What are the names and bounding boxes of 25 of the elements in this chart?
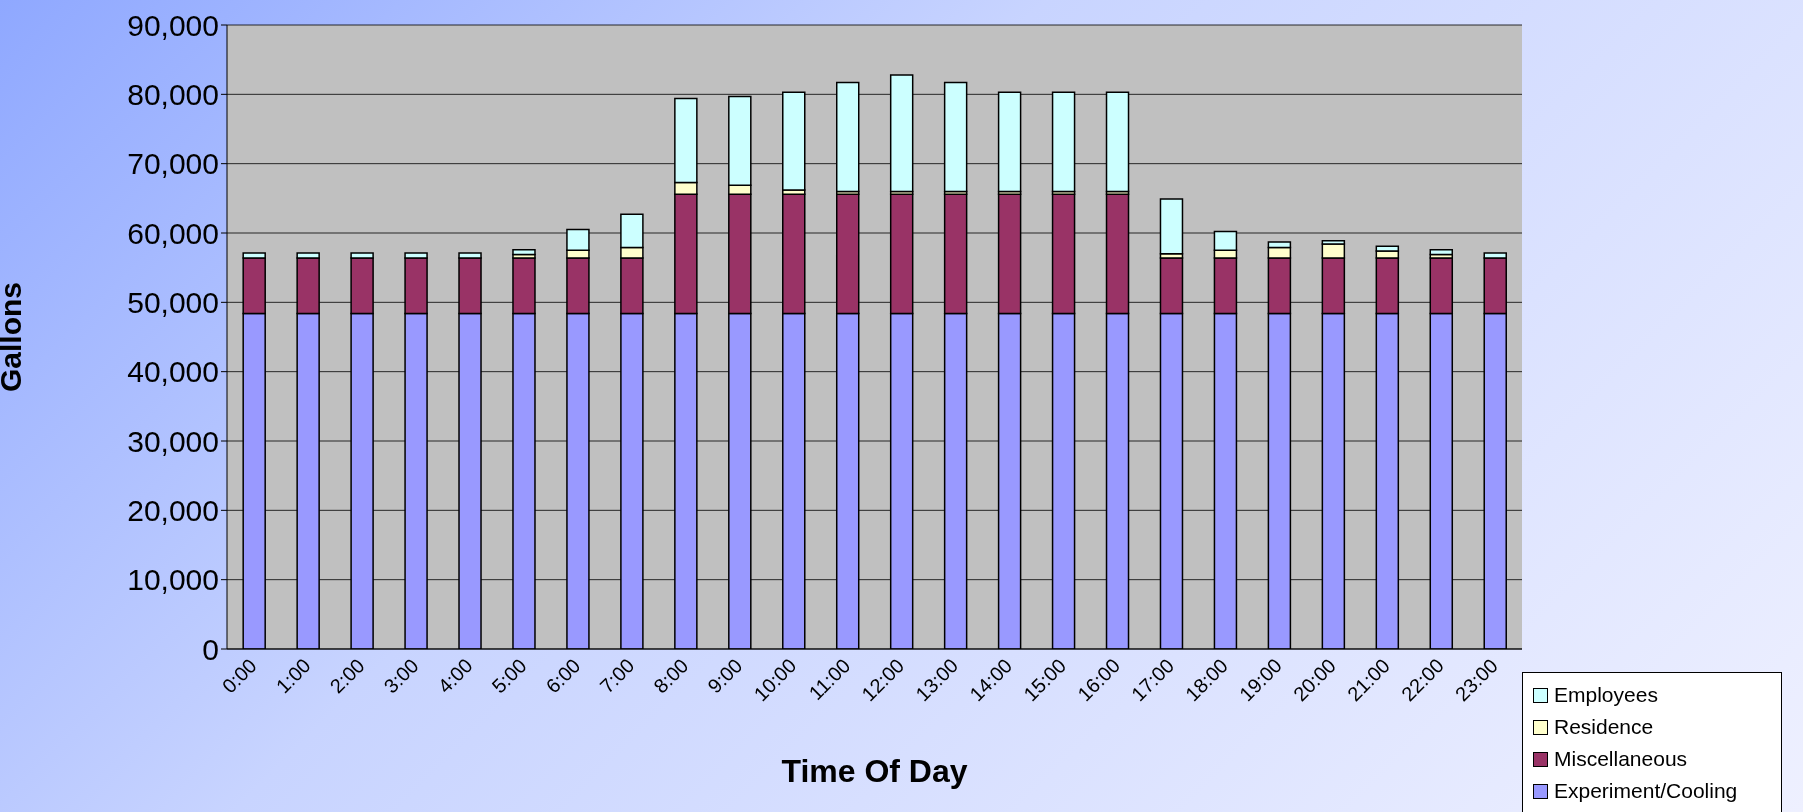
y-tick-label: 80,000: [127, 77, 219, 111]
y-tick-label: 40,000: [127, 355, 219, 389]
y-tick-label: 30,000: [127, 424, 219, 458]
y-tick-label: 50,000: [127, 285, 219, 319]
x-tick-label: 9:00: [703, 654, 747, 698]
x-tick-label: 4:00: [433, 654, 477, 698]
bar: [1429, 248, 1454, 256]
x-tick-label: 5:00: [487, 654, 531, 698]
y-tick-label: 90,000: [127, 8, 219, 42]
x-tick-label: 6:00: [541, 654, 585, 698]
legend-label: Employees: [1554, 683, 1658, 707]
legend-label: Experiment/Cooling: [1554, 779, 1738, 803]
bar: [512, 248, 536, 256]
y-tick-label: 0: [202, 632, 219, 666]
x-tick-label: 0:00: [217, 654, 261, 698]
y-tick-label: 70,000: [127, 147, 219, 181]
y-tick-label: 60,000: [127, 216, 219, 250]
y-tick-label: 10,000: [127, 563, 219, 597]
x-tick-label: 8:00: [649, 654, 693, 698]
y-tick-label: 20,000: [127, 493, 219, 527]
legend-label: Residence: [1554, 715, 1654, 739]
x-axis-title: Time Of Day: [781, 753, 968, 789]
legend-label: Miscellaneous: [1554, 747, 1688, 771]
x-tick-label: 7:00: [595, 654, 639, 698]
x-tick-label: 3:00: [379, 654, 423, 698]
